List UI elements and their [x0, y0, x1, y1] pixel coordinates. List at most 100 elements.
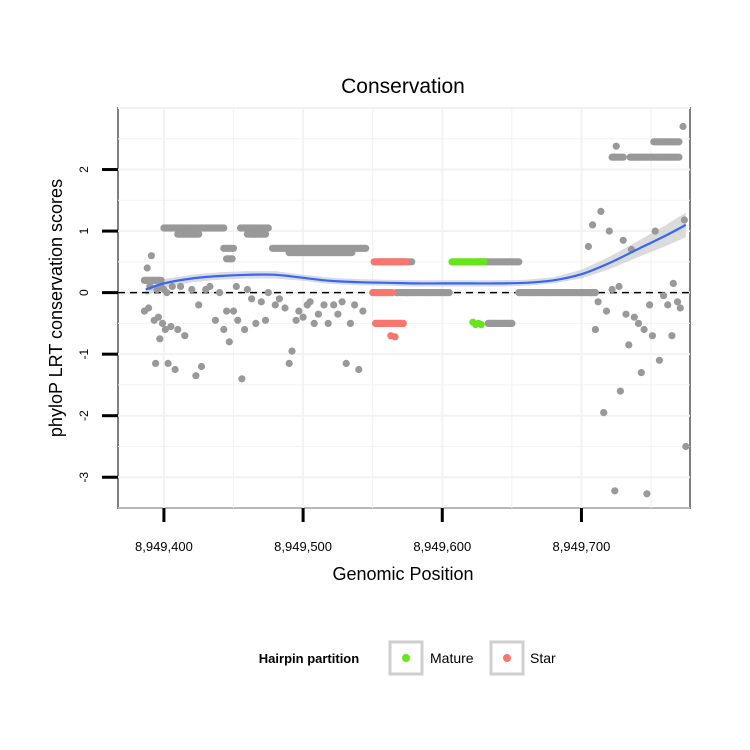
data-point [346, 319, 354, 327]
data-point [600, 409, 608, 417]
data-point [359, 307, 367, 315]
data-point [261, 316, 270, 324]
y-tick-label: -1 [77, 348, 91, 359]
data-point [271, 301, 279, 309]
data-point [264, 224, 272, 232]
data-point [216, 289, 224, 297]
y-tick-label: 2 [77, 166, 91, 173]
data-point [660, 292, 668, 300]
data-point [306, 298, 314, 306]
data-point [646, 301, 654, 309]
data-point [238, 375, 246, 383]
data-point [158, 319, 167, 327]
x-axis-label: Genomic Position [332, 564, 473, 584]
data-point [351, 301, 359, 309]
data-point [622, 310, 630, 318]
legend-label-star: Star [530, 650, 556, 666]
data-point [195, 301, 203, 309]
legend-key-star [489, 640, 525, 676]
data-point [248, 295, 256, 303]
data-point [480, 258, 488, 266]
y-axis-label: phyloP LRT conservation scores [46, 179, 66, 437]
y-tick-label: 0 [77, 289, 91, 296]
data-point [211, 316, 219, 324]
y-tick-label: -3 [77, 472, 91, 483]
data-point [285, 359, 293, 367]
data-point [241, 325, 249, 334]
data-point [655, 356, 664, 364]
data-point [206, 282, 214, 291]
data-point [234, 316, 242, 324]
data-point [342, 359, 350, 367]
data-point [147, 252, 155, 260]
data-point [399, 319, 407, 327]
legend-swatch-mature [402, 654, 410, 662]
data-point [281, 304, 289, 312]
data-point [261, 230, 270, 238]
data-point [602, 307, 611, 315]
y-tick-label: 1 [77, 227, 91, 234]
data-point [330, 301, 338, 309]
data-point [362, 244, 370, 252]
data-point [608, 285, 616, 294]
data-point [197, 362, 206, 371]
data-point [445, 289, 453, 297]
data-point [188, 285, 196, 294]
data-point [619, 153, 627, 161]
data-point [142, 276, 150, 284]
x-tick-label: 8,949,400 [135, 539, 193, 554]
data-point [515, 258, 523, 266]
data-point [181, 332, 189, 340]
data-point [402, 258, 410, 266]
data-point [591, 325, 600, 334]
grid-lines [118, 107, 690, 509]
data-point [679, 122, 687, 131]
data-point [223, 307, 231, 315]
data-point [584, 242, 593, 251]
data-point [676, 304, 684, 312]
data-point [152, 359, 160, 367]
chart-title: Conservation [341, 75, 465, 98]
y-axis: -3 -2 -1 0 1 2 [77, 166, 118, 483]
data-point [648, 332, 657, 340]
data-point [682, 442, 690, 451]
data-point [673, 298, 682, 306]
data-point [145, 304, 153, 312]
data-point [161, 325, 169, 334]
data-point [388, 289, 396, 297]
data-point [594, 298, 602, 306]
points-star-layer [369, 258, 410, 341]
data-point [299, 313, 307, 321]
data-point [355, 365, 363, 374]
data-point [171, 365, 179, 374]
data-point [320, 301, 328, 309]
data-point [587, 289, 595, 297]
data-point [257, 298, 265, 306]
data-point [625, 341, 633, 349]
y-tick-label: -2 [77, 410, 91, 421]
data-point [605, 227, 613, 235]
data-point [168, 282, 176, 291]
data-point [477, 321, 485, 329]
plot-panel [117, 107, 691, 509]
data-point [630, 313, 638, 321]
points-mature-layer [448, 258, 488, 329]
x-tick-label: 8,949,500 [274, 539, 332, 554]
data-point [163, 289, 171, 297]
data-point [264, 289, 272, 297]
data-point [348, 249, 356, 257]
data-point [616, 387, 625, 395]
data-point [252, 319, 260, 327]
data-point [637, 369, 645, 377]
smooth-line-layer [145, 223, 687, 291]
data-point [154, 313, 162, 321]
legend-label-mature: Mature [430, 650, 474, 666]
data-point [324, 319, 332, 327]
data-point [589, 221, 597, 229]
data-point [157, 276, 165, 284]
data-point [225, 338, 233, 346]
data-point [174, 325, 182, 334]
data-point [192, 372, 200, 380]
data-point [640, 325, 648, 334]
data-point [177, 282, 185, 291]
